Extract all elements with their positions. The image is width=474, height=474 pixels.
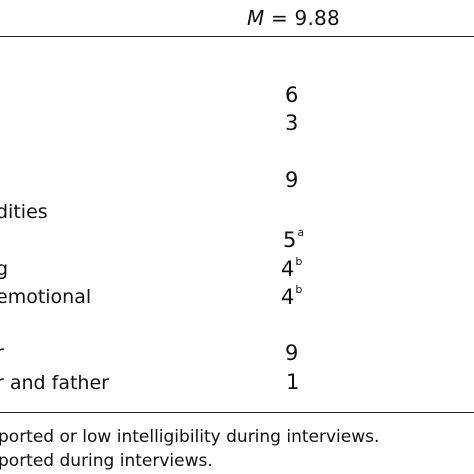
table-cell-value: 1 xyxy=(286,370,300,394)
table-cell-value: 6 xyxy=(285,83,299,107)
mean-value: = 9.88 xyxy=(271,6,340,30)
table-row-label: r and father xyxy=(0,372,109,394)
table-cell-value: 3 xyxy=(285,111,299,135)
table-cell-value: 9 xyxy=(285,168,299,192)
table-row-label: r xyxy=(0,342,4,364)
table-cell-value: 4b xyxy=(281,283,303,309)
table-bottom-rule xyxy=(0,412,474,413)
table-top-rule xyxy=(0,36,474,37)
table-row-label: dities xyxy=(0,201,48,223)
footnote-marker: b xyxy=(295,255,303,268)
table-row-label: g xyxy=(0,258,9,280)
table-footnote: ported during interviews. xyxy=(0,451,213,471)
table-cell-value: 4b xyxy=(281,255,303,281)
table-cell-value: 9 xyxy=(285,341,299,365)
footnote-marker: b xyxy=(295,283,303,296)
table-cell-value: 5a xyxy=(283,226,305,252)
table-footnote: ported or low intelligibility during int… xyxy=(0,427,380,447)
table-row-label: emotional xyxy=(0,286,92,308)
table-header-mean: M = 9.88 xyxy=(247,6,340,30)
footnote-marker: a xyxy=(297,226,305,239)
mean-symbol: M xyxy=(247,6,265,30)
